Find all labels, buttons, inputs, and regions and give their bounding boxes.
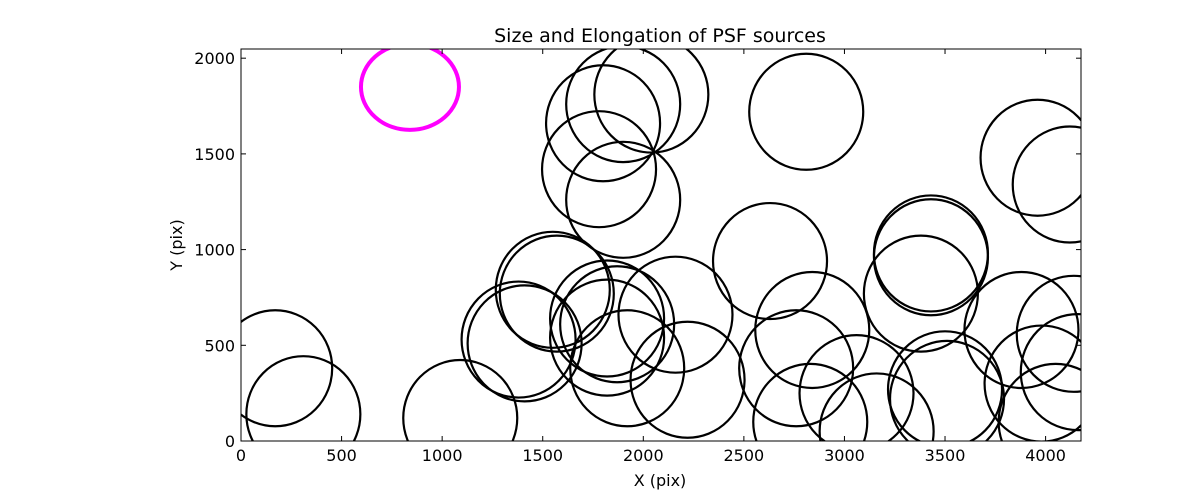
psf-source-marker xyxy=(498,234,615,353)
x-tick-label: 1000 xyxy=(422,446,463,465)
x-tick-label: 3500 xyxy=(925,446,966,465)
x-tick-label: 4000 xyxy=(1025,446,1066,465)
x-tick-label: 2500 xyxy=(724,446,765,465)
psf-source-marker xyxy=(358,49,461,132)
y-tick-label: 500 xyxy=(204,336,235,355)
psf-source-marker xyxy=(818,372,935,441)
psf-source-marker xyxy=(565,49,682,164)
psf-source-marker xyxy=(979,98,1081,217)
psf-source-marker xyxy=(997,362,1081,441)
y-axis: 0 500 1000 1500 2000 xyxy=(194,49,1081,451)
psf-source-marker xyxy=(1011,125,1081,244)
y-tick-label: 1000 xyxy=(194,241,235,260)
x-axis-label: X (pix) xyxy=(634,471,687,490)
psf-source-marker xyxy=(559,265,676,384)
psf-source-marker xyxy=(1015,274,1081,393)
psf-source-marker xyxy=(245,355,362,441)
plot-marks xyxy=(241,49,1081,441)
x-tick-label: 2000 xyxy=(623,446,664,465)
psf-source-marker xyxy=(748,52,865,171)
psf-source-marker xyxy=(963,270,1080,390)
y-axis-label: Y (pix) xyxy=(167,219,186,271)
x-tick-label: 3000 xyxy=(824,446,865,465)
psf-source-marker xyxy=(494,230,611,349)
y-tick-label: 1500 xyxy=(194,145,235,164)
psf-source-marker xyxy=(872,198,990,317)
psf-source-marker xyxy=(629,320,746,439)
psf-source-marker xyxy=(241,309,334,428)
psf-source-marker xyxy=(1019,313,1081,432)
psf-source-marker xyxy=(872,194,990,313)
psf-source-marker xyxy=(711,201,829,321)
psf-source-marker xyxy=(540,110,658,229)
x-tick-label: 1500 xyxy=(522,446,563,465)
psf-source-marker xyxy=(565,140,682,259)
psf-source-marker xyxy=(983,324,1081,441)
psf-source-marker xyxy=(466,284,583,403)
psf-source-marker xyxy=(569,309,686,428)
x-axis: 0 500 1000 1500 2000 2500 3000 3500 4000 xyxy=(236,49,1066,465)
psf-source-marker xyxy=(886,330,1004,441)
psf-source-marker xyxy=(460,280,577,399)
psf-source-marker xyxy=(798,334,915,441)
x-tick-label: 0 xyxy=(236,446,246,465)
plot-frame xyxy=(240,48,1082,442)
psf-source-marker xyxy=(754,270,871,390)
psf-source-marker xyxy=(738,309,855,428)
psf-source-marker xyxy=(548,259,666,378)
psf-source-marker xyxy=(593,49,710,154)
series-0 xyxy=(241,49,1081,441)
chart-title: Size and Elongation of PSF sources xyxy=(494,25,826,47)
psf-source-marker xyxy=(752,362,869,441)
psf-source-marker xyxy=(617,255,734,374)
y-tick-label: 0 xyxy=(225,432,235,451)
y-tick-label: 2000 xyxy=(194,49,235,68)
series-1 xyxy=(358,49,461,132)
psf-source-marker xyxy=(402,358,519,441)
psf-source-marker xyxy=(548,278,666,397)
x-tick-label: 500 xyxy=(326,446,357,465)
